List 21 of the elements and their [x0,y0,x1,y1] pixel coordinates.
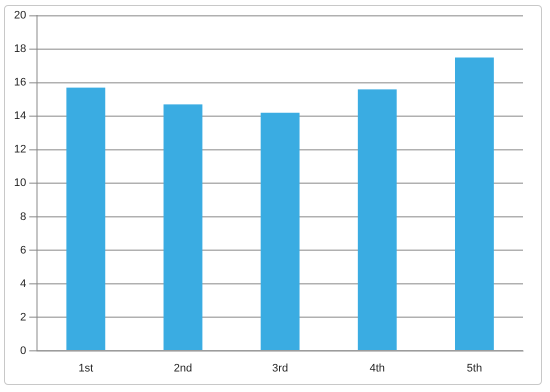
bar [358,89,397,350]
y-tick-label: 16 [14,76,26,89]
bar [66,88,106,350]
x-tick-label: 3rd [272,362,288,374]
y-tick-label: 4 [20,278,26,290]
x-tick-label: 1st [78,362,94,374]
x-tick-label: 4th [370,362,385,374]
y-tick-label: 0 [20,344,26,357]
y-tick-label: 14 [14,110,26,122]
x-tick-label: 2nd [174,362,192,374]
bar [164,104,202,350]
y-tick-label: 2 [20,311,26,324]
bar [454,58,494,350]
y-tick-label: 18 [14,43,26,56]
bar [260,112,300,350]
y-tick-label: 10 [14,177,26,190]
y-tick-label: 12 [14,144,26,156]
y-tick-label: 20 [14,10,26,22]
y-tick-label: 8 [20,210,26,223]
y-tick-label: 6 [20,244,26,256]
x-tick-label: 5th [466,362,482,374]
